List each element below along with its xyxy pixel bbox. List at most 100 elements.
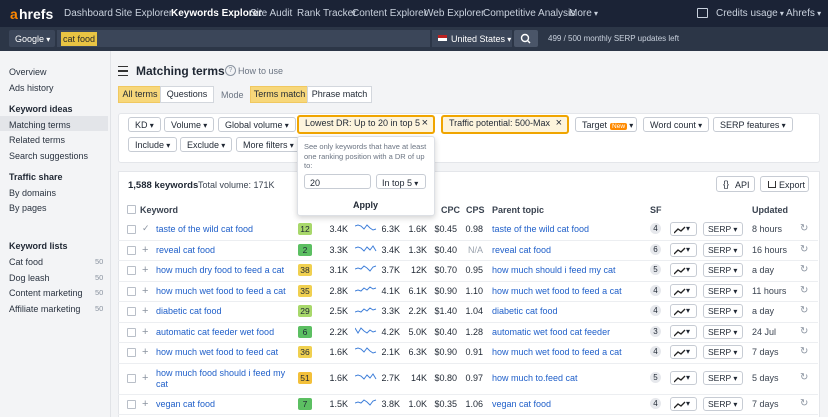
sidebar-item[interactable]: Matching terms — [9, 119, 71, 130]
refresh[interactable]: ↻ — [800, 372, 809, 383]
filter-button[interactable]: More filters — [236, 137, 301, 152]
nav-item[interactable]: Content Explorer — [352, 8, 428, 19]
trend-button[interactable] — [670, 345, 697, 360]
sf-count[interactable]: 3 — [650, 325, 661, 337]
refresh[interactable]: ↻ — [800, 243, 809, 255]
nav-item[interactable]: Keywords Explorer — [171, 8, 263, 19]
keyword-link[interactable]: taste of the wild cat food — [156, 224, 254, 235]
parent-topic[interactable]: how much to.feed cat — [492, 373, 578, 383]
column-header[interactable]: Parent topic — [492, 205, 545, 215]
filter-button[interactable]: Include — [128, 137, 178, 152]
parent-topic[interactable]: diabetic cat food — [492, 306, 558, 317]
checkbox[interactable] — [127, 348, 136, 358]
trend-button[interactable] — [670, 324, 697, 339]
checkbox[interactable] — [127, 327, 136, 337]
add-to-list[interactable]: + — [142, 372, 149, 384]
sidebar-item[interactable]: By domains — [9, 187, 57, 198]
search-input[interactable] — [57, 30, 430, 47]
sf-count[interactable]: 4 — [650, 346, 661, 358]
checkbox[interactable] — [127, 286, 136, 296]
sf-count[interactable]: 5 — [650, 264, 661, 276]
refresh[interactable]: ↻ — [800, 397, 809, 409]
serp-button[interactable]: SERP — [703, 242, 743, 257]
nav-item[interactable]: Dashboard — [64, 8, 113, 19]
filter-button[interactable]: SERP features — [713, 117, 793, 132]
menu-icon[interactable] — [118, 66, 128, 76]
add-to-list[interactable]: + — [142, 397, 149, 410]
apply-button[interactable]: Apply — [353, 200, 379, 210]
sidebar-item[interactable]: Ads history — [9, 82, 54, 93]
trend-button[interactable] — [670, 396, 697, 411]
list-name[interactable]: Dog leash — [9, 272, 50, 283]
sf-count[interactable]: 5 — [650, 372, 661, 383]
tab[interactable]: Terms match — [250, 86, 309, 103]
checkbox[interactable] — [127, 266, 136, 276]
serp-button[interactable]: SERP — [703, 371, 743, 385]
column-header[interactable]: CPC — [441, 205, 461, 215]
keyword-link[interactable]: diabetic cat food — [156, 306, 222, 317]
active-filter[interactable]: Lowest DR: Up to 20 in top 5 × — [297, 115, 435, 134]
parent-topic[interactable]: taste of the wild cat food — [492, 224, 590, 235]
list-name[interactable]: Affiliate marketing — [9, 303, 81, 314]
add-to-list[interactable]: + — [142, 346, 149, 359]
sidebar-item[interactable]: By pages — [9, 203, 47, 213]
parent-topic[interactable]: how much should i feed my cat — [492, 265, 616, 276]
trend-button[interactable] — [670, 222, 697, 237]
remove-filter[interactable]: × — [421, 117, 428, 129]
search-button[interactable] — [514, 30, 538, 47]
checkbox[interactable] — [127, 225, 136, 235]
nav-item[interactable]: Site Audit — [250, 8, 293, 19]
checkbox[interactable] — [127, 205, 136, 214]
parent-topic[interactable]: vegan cat food — [492, 398, 552, 409]
keyword-link[interactable]: how much wet food to feed a cat — [156, 285, 286, 296]
added-check[interactable]: ✓ — [142, 223, 150, 234]
nav-item[interactable]: Site Explorer — [115, 8, 173, 19]
keyword-link[interactable]: how much dry food to feed a cat — [156, 265, 285, 276]
trend-button[interactable] — [670, 371, 697, 385]
nav-item[interactable]: Rank Tracker — [297, 8, 357, 19]
list-name[interactable]: Content marketing — [9, 288, 83, 298]
serp-button[interactable]: SERP — [703, 396, 743, 411]
filter-button[interactable]: KD — [128, 117, 161, 132]
checkbox[interactable] — [127, 245, 136, 255]
list-name[interactable]: Cat food — [9, 257, 44, 267]
keyword-link[interactable]: automatic cat feeder wet food — [156, 326, 275, 337]
parent-topic[interactable]: reveal cat food — [492, 244, 552, 255]
tab[interactable]: Questions — [160, 86, 214, 103]
sidebar-item[interactable]: Related terms — [9, 135, 66, 145]
refresh[interactable]: ↻ — [800, 284, 809, 296]
column-header[interactable]: Keyword — [140, 205, 179, 215]
refresh[interactable]: ↻ — [800, 264, 809, 276]
add-to-list[interactable]: + — [142, 305, 149, 318]
filter-button[interactable]: Exclude — [180, 137, 233, 152]
dr-input[interactable]: 20 — [304, 174, 371, 189]
nav-item[interactable]: Web Explorer — [424, 8, 485, 19]
add-to-list[interactable]: + — [142, 264, 149, 277]
sf-count[interactable]: 4 — [650, 305, 661, 317]
column-header[interactable]: SF — [650, 205, 662, 215]
serp-button[interactable]: SERP — [703, 283, 743, 298]
trend-button[interactable] — [670, 263, 697, 278]
active-filter[interactable]: Traffic potential: 500-Max × — [441, 115, 569, 134]
trend-button[interactable] — [670, 304, 697, 319]
trend-button[interactable] — [670, 283, 697, 298]
serp-button[interactable]: SERP — [703, 304, 743, 319]
trend-button[interactable] — [670, 242, 697, 257]
keyword-link[interactable]: how much food should i feed my cat — [156, 367, 286, 389]
parent-topic[interactable]: how much wet food to feed a cat — [492, 347, 622, 358]
api-button[interactable]: API {} — [716, 176, 755, 192]
add-to-list[interactable]: + — [142, 243, 149, 256]
refresh[interactable]: ↻ — [800, 305, 809, 317]
keyword-link[interactable]: vegan cat food — [156, 398, 216, 409]
checkbox[interactable] — [127, 399, 136, 409]
sf-count[interactable]: 6 — [650, 243, 661, 255]
checkbox[interactable] — [127, 307, 136, 317]
parent-topic[interactable]: how much wet food to feed a cat — [492, 285, 622, 296]
filter-button[interactable]: Global volume — [218, 117, 296, 132]
nav-item[interactable]: More — [569, 8, 598, 19]
keyword-link[interactable]: reveal cat food — [156, 244, 216, 255]
tab[interactable]: Phrase match — [307, 86, 372, 103]
filter-button[interactable]: Volume — [164, 117, 215, 132]
serp-button[interactable]: SERP — [703, 345, 743, 360]
add-to-list[interactable]: + — [142, 325, 149, 338]
